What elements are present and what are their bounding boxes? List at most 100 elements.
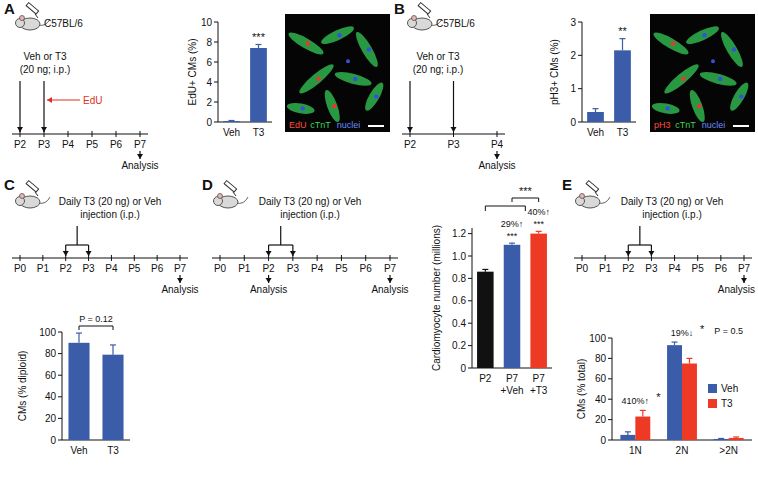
analysis-arrow <box>266 275 272 283</box>
y-tick-label: 0 <box>50 435 56 446</box>
nucleus <box>697 104 701 108</box>
repeat-stem <box>639 226 640 245</box>
repeat-arrow <box>86 245 92 256</box>
y-tick-label: 80 <box>595 353 607 364</box>
panel-letter: C <box>4 176 15 193</box>
legend-label: Veh <box>721 383 738 394</box>
timeline-tick <box>244 255 245 261</box>
y-tick <box>608 378 612 379</box>
syringe <box>26 181 39 192</box>
repeat-arrow <box>290 245 296 256</box>
timeline-label: P4 <box>491 139 504 150</box>
timeline <box>212 257 398 258</box>
micrograph-bg <box>285 14 390 132</box>
nucleus <box>301 106 305 110</box>
significance-label: *** <box>507 231 518 241</box>
panel-letter: D <box>202 176 213 193</box>
x-tick-label-line: Veh <box>223 127 240 138</box>
x-tick-label: Veh <box>70 445 87 456</box>
timeline-label: P1 <box>37 263 50 274</box>
x-tick-label-line: T3 <box>107 445 119 456</box>
timeline-label: P4 <box>311 263 324 274</box>
x-tick-label: P7+T3 <box>530 373 548 396</box>
syringe <box>586 181 599 192</box>
micrograph: pH3cTnTnuclei <box>650 14 755 132</box>
nucleus <box>732 47 736 51</box>
y-tick-label: 0 <box>206 117 212 128</box>
significance-label: * <box>700 323 705 335</box>
timeline <box>12 133 148 134</box>
error-bar <box>625 432 631 435</box>
treatment-label: Veh or T3 <box>23 51 67 62</box>
y-tick-label: 100 <box>589 333 606 344</box>
y-axis <box>612 338 613 440</box>
timeline-tick <box>111 255 112 261</box>
nucleus <box>718 77 722 81</box>
error-bar <box>593 109 599 112</box>
arrow-head <box>387 278 393 283</box>
injection-arrow <box>407 81 413 132</box>
timeline-tick <box>180 255 181 261</box>
y-tick <box>58 332 62 333</box>
nucleus <box>666 106 670 110</box>
x-tick-label-line: >2N <box>719 445 738 456</box>
y-tick-label: 60 <box>45 370 57 381</box>
y-tick <box>58 418 62 419</box>
timeline-tick <box>720 255 721 261</box>
x-tick-label-line: +T3 <box>530 385 548 396</box>
comparison-label: P = 0.12 <box>79 314 113 324</box>
injection-arrow <box>17 81 23 132</box>
change-label: 410%↑ <box>622 396 650 406</box>
mouse-icon <box>16 181 51 208</box>
nucleus <box>332 104 336 108</box>
y-tick <box>58 353 62 354</box>
timeline-label: P7 <box>738 263 751 274</box>
change-label: 29%↑ <box>501 219 524 229</box>
nucleus <box>306 41 310 45</box>
treatment-label: injection (i.p.) <box>280 209 339 220</box>
y-tick-label: 2 <box>206 97 212 108</box>
legend-swatch <box>708 399 717 408</box>
injection-arrow <box>451 81 457 132</box>
y-tick <box>214 122 218 123</box>
bar <box>102 355 123 440</box>
micrograph: EdUcTnTnuclei <box>285 14 390 132</box>
nucleus <box>346 59 350 63</box>
syringe <box>224 181 237 192</box>
significance-label: *** <box>252 31 266 43</box>
comparison-bracket <box>485 206 525 211</box>
timeline-tick <box>697 255 698 261</box>
needle <box>35 14 38 18</box>
repeat-bar <box>269 244 293 245</box>
y-axis-label: pH3+ CMs (%) <box>549 39 560 105</box>
cell <box>296 61 336 97</box>
timeline-tick <box>92 131 93 137</box>
repeat-arrow <box>63 245 69 256</box>
y-tick-label: 80 <box>45 348 57 359</box>
timeline-label: P7 <box>384 263 397 274</box>
legend-swatch <box>708 384 717 393</box>
cell <box>684 23 721 47</box>
repeat-bar <box>628 244 651 245</box>
y-tick <box>578 88 582 89</box>
x-tick-label: Veh <box>223 127 240 138</box>
y-tick-label: 2 <box>570 50 576 61</box>
y-tick <box>578 55 582 56</box>
nucleus <box>739 94 743 98</box>
arrow-head <box>17 127 23 132</box>
arrow-head <box>41 127 47 132</box>
timeline-label: P4 <box>105 263 118 274</box>
y-tick <box>578 122 582 123</box>
timeline-label: P3 <box>645 263 658 274</box>
y-tick-label: 40 <box>45 391 57 402</box>
timeline-label: P2 <box>60 263 73 274</box>
error-bar <box>686 358 692 363</box>
error-line <box>112 345 113 355</box>
image-legend: pH3 <box>654 120 671 130</box>
timeline-label: P2 <box>404 139 417 150</box>
timeline-tick <box>744 255 745 261</box>
timeline-tick <box>116 131 117 137</box>
timeline-tick <box>20 255 21 261</box>
bar <box>614 50 631 122</box>
x-tick-label-line: P2 <box>479 373 492 384</box>
